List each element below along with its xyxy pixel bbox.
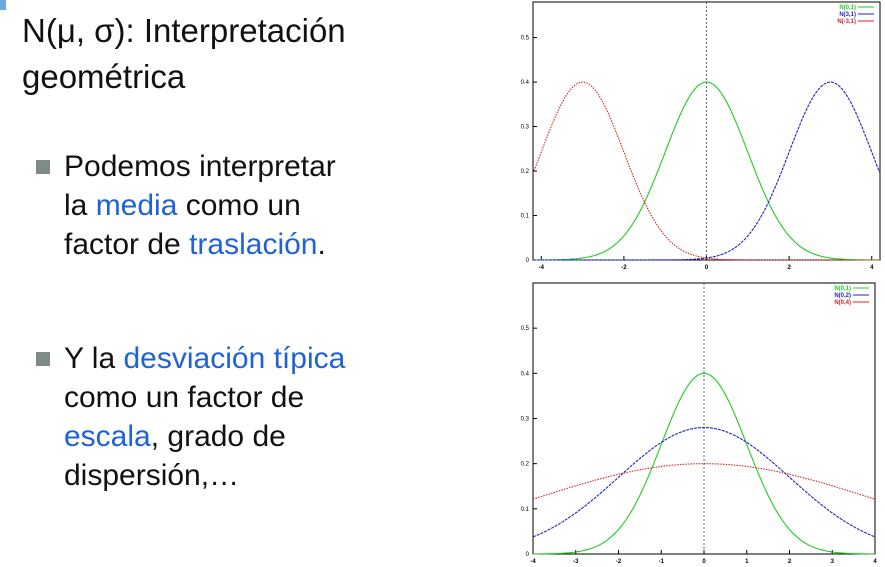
- bullet2-line3: escala, grado de: [64, 417, 436, 456]
- series-line-N(0,1): [532, 372, 876, 555]
- x-tick-label: -2: [616, 559, 622, 565]
- text: factor de: [64, 228, 190, 261]
- y-tick-label: 0.5: [521, 36, 530, 42]
- bullet2-line1: Y la desviación típica: [64, 339, 436, 378]
- bullet1-line1: Podemos interpretar: [64, 150, 336, 183]
- x-tick-label: 4: [870, 265, 874, 271]
- legend-label: N(0,4): [834, 300, 851, 306]
- term-media: media: [95, 189, 178, 222]
- x-tick-label: 0: [702, 559, 706, 565]
- bullet-text: Y la desviación típica como un factor de…: [64, 339, 436, 495]
- square-bullet-icon: [36, 352, 50, 366]
- x-tick-label: -4: [530, 559, 536, 565]
- legend-label: N(0,1): [834, 286, 851, 292]
- y-tick-label: 0.2: [521, 169, 530, 175]
- bullet1-line2: la media como un: [64, 186, 436, 225]
- x-tick-label: 0: [705, 265, 709, 271]
- x-tick-label: -4: [539, 265, 545, 271]
- series-line-N(-3,1): [532, 81, 880, 261]
- corner-accent: [0, 0, 6, 10]
- y-tick-label: 0: [526, 258, 530, 264]
- text: , grado de: [150, 420, 286, 453]
- series-line-N(0,4): [532, 463, 876, 500]
- legend-label: N(0,1): [839, 5, 856, 11]
- y-tick-label: 0.1: [521, 507, 530, 513]
- chart-scale: 0 0.1 0.2 0.3 0.4 0.5 -4 -3 -2 -1 0 1 2 3 4 N(0,1)N(0,2…: [521, 282, 877, 565]
- x-tick-label: 2: [787, 265, 791, 271]
- text: como un: [177, 189, 301, 222]
- bullet-escala: Y la desviación típica como un factor de…: [36, 339, 436, 495]
- bullet-traslacion: Podemos interpretar la media como un fac…: [36, 147, 436, 264]
- text: Y la: [64, 342, 124, 375]
- y-tick-label: 0.2: [521, 462, 530, 468]
- y-tick-label: 0.4: [521, 80, 530, 86]
- x-tick-label: -2: [621, 265, 627, 271]
- title-line-2: geométrica: [22, 58, 186, 95]
- x-tick-label: 1: [745, 559, 749, 565]
- bullet1-line3: factor de traslación.: [64, 225, 436, 264]
- term-traslacion: traslación: [189, 228, 318, 261]
- text: la: [64, 189, 96, 222]
- y-tick-label: 0.5: [521, 326, 530, 332]
- y-tick-label: 0: [526, 552, 530, 558]
- series-line-N(0,1): [533, 81, 880, 261]
- x-tick-label: -3: [573, 559, 579, 565]
- x-tick-label: 2: [788, 559, 792, 565]
- x-tick-label: 3: [831, 559, 835, 565]
- term-desviacion-tipica: desviación típica: [123, 342, 346, 375]
- series-line-N(0,2): [532, 426, 876, 538]
- slide-title: N(μ, σ): Interpretación geométrica: [22, 8, 462, 100]
- bullet-text: Podemos interpretar la media como un fac…: [64, 147, 436, 264]
- y-tick-label: 0.3: [521, 125, 530, 131]
- title-line-1: N(μ, σ): Interpretación: [22, 12, 346, 49]
- x-tick-label: 4: [873, 559, 877, 565]
- legend-label: N(0,2): [834, 293, 851, 299]
- bullet2-line2: como un factor de: [64, 381, 305, 414]
- term-escala: escala: [64, 420, 151, 453]
- y-tick-label: 0.1: [521, 214, 530, 220]
- text: .: [317, 228, 326, 261]
- bullet2-line4: dispersión,…: [64, 459, 240, 492]
- chart-translation: 0 0.1 0.2 0.3 0.4 0.5 -4 -2 0 2 4 N(0,1)N(3,1)N(-3,…: [521, 1, 881, 271]
- legend-label: N(3,1): [839, 12, 856, 18]
- y-tick-label: 0.4: [521, 371, 530, 377]
- x-tick-label: -1: [659, 559, 665, 565]
- square-bullet-icon: [36, 160, 50, 174]
- y-tick-label: 0.3: [521, 417, 530, 423]
- legend-label: N(-3,1): [837, 19, 856, 25]
